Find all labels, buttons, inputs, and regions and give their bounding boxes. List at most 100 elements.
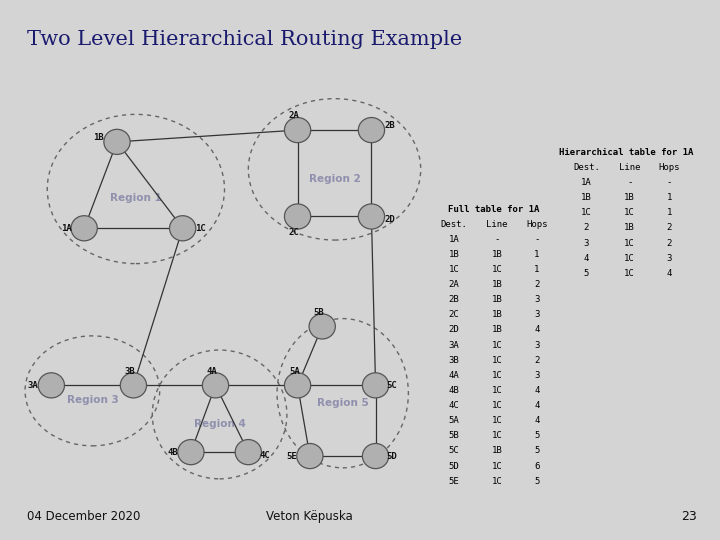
Text: Two Level Hierarchical Routing Example: Two Level Hierarchical Routing Example <box>27 30 463 49</box>
Text: Line: Line <box>619 163 640 172</box>
Text: 2A: 2A <box>449 280 459 289</box>
Text: 3B: 3B <box>125 367 135 376</box>
Circle shape <box>235 440 261 465</box>
Text: 1C: 1C <box>492 477 503 485</box>
Text: 2B: 2B <box>449 295 459 304</box>
Text: 2: 2 <box>667 224 672 232</box>
Text: 4: 4 <box>584 254 589 262</box>
Text: 1C: 1C <box>492 371 503 380</box>
Circle shape <box>178 440 204 465</box>
Text: 6: 6 <box>534 462 539 470</box>
Text: 1C: 1C <box>492 265 503 274</box>
Text: 5: 5 <box>534 447 539 455</box>
Text: 5B: 5B <box>313 308 324 317</box>
Text: 4: 4 <box>534 416 539 425</box>
Circle shape <box>297 443 323 469</box>
Text: 1B: 1B <box>624 193 635 202</box>
Text: 3: 3 <box>534 310 539 319</box>
Text: 3A: 3A <box>449 341 459 349</box>
Text: Hierarchical table for 1A: Hierarchical table for 1A <box>559 148 693 157</box>
Text: Hops: Hops <box>659 163 680 172</box>
Text: 1C: 1C <box>449 265 459 274</box>
Circle shape <box>169 215 196 241</box>
Text: 1C: 1C <box>624 254 635 262</box>
Text: 1C: 1C <box>492 356 503 364</box>
Text: 4: 4 <box>534 401 539 410</box>
Text: 1A: 1A <box>449 235 459 244</box>
Text: 1B: 1B <box>581 193 592 202</box>
Circle shape <box>359 204 384 229</box>
Text: 3: 3 <box>584 239 589 247</box>
Text: 4: 4 <box>534 326 539 334</box>
Text: Region 1: Region 1 <box>110 193 162 204</box>
Text: 1C: 1C <box>492 431 503 440</box>
Text: 1C: 1C <box>624 269 635 278</box>
Text: 1B: 1B <box>492 326 503 334</box>
Text: 1B: 1B <box>492 447 503 455</box>
Text: 5: 5 <box>584 269 589 278</box>
Text: 1C: 1C <box>492 386 503 395</box>
Circle shape <box>362 373 389 398</box>
Text: 23: 23 <box>681 510 697 523</box>
Text: 5C: 5C <box>387 381 397 390</box>
Text: Hops: Hops <box>526 220 547 228</box>
Text: Region 3: Region 3 <box>66 395 118 406</box>
Text: 4B: 4B <box>168 448 178 457</box>
Text: 4: 4 <box>534 386 539 395</box>
Text: 1B: 1B <box>94 133 104 141</box>
Circle shape <box>362 443 389 469</box>
Text: Region 4: Region 4 <box>194 419 246 429</box>
Text: 1: 1 <box>667 208 672 217</box>
Text: 1A: 1A <box>60 224 71 233</box>
Circle shape <box>309 314 336 339</box>
Text: Full table for 1A: Full table for 1A <box>448 205 539 214</box>
Text: -: - <box>495 235 500 244</box>
Text: 5A: 5A <box>289 367 300 376</box>
Text: 5B: 5B <box>449 431 459 440</box>
Text: 04 December 2020: 04 December 2020 <box>27 510 140 523</box>
Text: 1C: 1C <box>492 416 503 425</box>
Text: 1: 1 <box>534 265 539 274</box>
Text: 5: 5 <box>534 477 539 485</box>
Text: Region 2: Region 2 <box>309 174 361 184</box>
Text: 1C: 1C <box>581 208 592 217</box>
Circle shape <box>202 373 229 398</box>
Circle shape <box>359 118 384 143</box>
Text: 2D: 2D <box>449 326 459 334</box>
Circle shape <box>71 215 97 241</box>
Text: 4A: 4A <box>207 367 217 376</box>
Text: 4A: 4A <box>449 371 459 380</box>
Circle shape <box>38 373 65 398</box>
Text: 5D: 5D <box>449 462 459 470</box>
Text: 3: 3 <box>667 254 672 262</box>
Text: 1C: 1C <box>195 224 206 233</box>
Text: 3: 3 <box>534 371 539 380</box>
Text: 1B: 1B <box>492 295 503 304</box>
Text: 5A: 5A <box>449 416 459 425</box>
Circle shape <box>284 204 311 229</box>
Text: 2A: 2A <box>289 111 300 120</box>
Text: 2C: 2C <box>449 310 459 319</box>
Text: 2B: 2B <box>384 121 395 130</box>
Text: 1B: 1B <box>492 310 503 319</box>
Text: 3B: 3B <box>449 356 459 364</box>
Text: Dest.: Dest. <box>573 163 600 172</box>
Text: 1A: 1A <box>581 178 592 187</box>
Text: Region 5: Region 5 <box>317 397 369 408</box>
Text: 1B: 1B <box>492 280 503 289</box>
Text: 5: 5 <box>534 431 539 440</box>
Circle shape <box>284 118 311 143</box>
Text: -: - <box>627 178 632 187</box>
Text: 1B: 1B <box>624 224 635 232</box>
Text: 2: 2 <box>534 356 539 364</box>
Text: 4: 4 <box>667 269 672 278</box>
Text: -: - <box>534 235 539 244</box>
Text: 5C: 5C <box>449 447 459 455</box>
Text: 1B: 1B <box>492 250 503 259</box>
Text: 1C: 1C <box>624 239 635 247</box>
Circle shape <box>120 373 147 398</box>
Text: 1C: 1C <box>624 208 635 217</box>
Text: Dest.: Dest. <box>441 220 467 228</box>
Text: 3A: 3A <box>28 381 39 390</box>
Text: Veton Këpuska: Veton Këpuska <box>266 510 353 523</box>
